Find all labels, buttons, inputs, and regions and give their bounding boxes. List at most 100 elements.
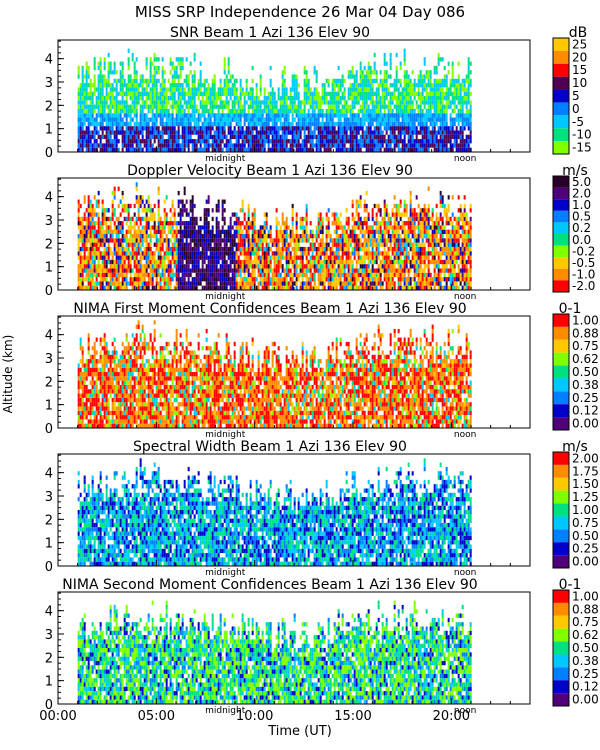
- colorbar-swatch: [553, 257, 569, 269]
- colorbar-unit: m/s: [562, 439, 588, 455]
- colorbar: 1.000.880.750.620.500.380.250.120.00: [552, 313, 599, 431]
- colorbar-frame: [552, 37, 570, 155]
- colorbar-label: 0.50: [572, 529, 599, 543]
- noon-marker: noon: [454, 292, 476, 302]
- y-tick-label: 1: [45, 537, 53, 552]
- colorbar-label: 0.62: [572, 352, 599, 366]
- y-tick-label: 3: [45, 628, 53, 643]
- colorbar-swatch: [553, 404, 569, 418]
- y-tick-label: 4: [45, 191, 53, 206]
- colorbar-swatch: [553, 555, 569, 568]
- colorbar-swatch: [553, 529, 569, 543]
- colorbar-label: 0.62: [572, 628, 599, 642]
- colorbar-label: 1.00: [572, 313, 599, 327]
- midnight-marker: midnight: [205, 568, 246, 578]
- colorbar-label: 1.00: [572, 589, 599, 603]
- y-tick-label: 3: [45, 490, 53, 505]
- colorbar-frame: [552, 451, 570, 569]
- colorbar-swatch: [553, 89, 569, 103]
- colorbar-swatch: [553, 187, 569, 200]
- colorbar: 5.02.01.00.50.20.0-0.2-0.5-1.0-2.0: [552, 175, 595, 293]
- colorbar-swatch: [553, 680, 569, 694]
- colorbar: 2.001.751.501.251.000.750.500.250.00: [552, 451, 599, 569]
- noon-marker: noon: [454, 568, 476, 578]
- colorbar-label: 0.0: [572, 233, 591, 247]
- colorbar-swatch: [553, 590, 569, 603]
- colorbar-label: 1.00: [572, 503, 599, 517]
- colorbar-label: 5: [572, 89, 580, 103]
- colorbar-swatch: [553, 615, 569, 629]
- colorbar-frame: [552, 175, 570, 293]
- panel-title: SNR Beam 1 Azi 136 Elev 90: [170, 25, 370, 41]
- colorbar-swatch: [553, 38, 569, 51]
- noon-marker: noon: [454, 706, 476, 716]
- colorbar-swatch: [553, 115, 569, 129]
- colorbar-label: -2.0: [572, 279, 595, 293]
- colorbar-label: 1.25: [572, 490, 599, 504]
- panel-title: Doppler Velocity Beam 1 Azi 136 Elev 90: [127, 163, 413, 179]
- colorbar-label: -5: [572, 115, 584, 129]
- panel-1: SNR Beam 1 Azi 136 Elev 90 dB 0 1 2 3 4 midnigh…: [45, 25, 592, 164]
- colorbar-label: 1.50: [572, 477, 599, 491]
- y-tick-label: 2: [45, 513, 53, 528]
- y-tick-label: 4: [45, 329, 53, 344]
- y-tick-label: 0: [45, 422, 53, 437]
- colorbar-label: 10: [572, 76, 587, 90]
- midnight-marker: midnight: [205, 430, 246, 440]
- y-tick-label: 3: [45, 214, 53, 229]
- colorbar-label: 0.50: [572, 365, 599, 379]
- x-tick-label: 20:00: [433, 709, 470, 724]
- y-tick-label: 2: [45, 651, 53, 666]
- colorbar-label: 1.0: [572, 198, 591, 212]
- colorbar-label: 0.75: [572, 339, 599, 353]
- colorbar-label: 0.2: [572, 221, 591, 235]
- panel-4: Spectral Width Beam 1 Azi 136 Elev 90 m/s…: [45, 439, 599, 578]
- y-tick-label: 1: [45, 123, 53, 138]
- y-tick-label: 0: [45, 146, 53, 161]
- colorbar-label: 5.0: [572, 175, 591, 189]
- colorbar-label: -0.5: [572, 256, 595, 270]
- colorbar-swatch: [553, 210, 569, 223]
- colorbar-swatch: [553, 268, 569, 281]
- colorbar-label: 0.00: [572, 693, 599, 707]
- heatmap-field: [77, 48, 472, 152]
- colorbar-swatch: [553, 542, 569, 556]
- panel-title: NIMA First Moment Confidences Beam 1 Azi…: [73, 301, 466, 317]
- colorbar-unit: m/s: [562, 163, 588, 179]
- colorbar-frame: [552, 313, 570, 431]
- heatmap-field: [77, 320, 472, 428]
- colorbar-label: 0.88: [572, 602, 599, 616]
- colorbar-swatch: [553, 391, 569, 405]
- colorbar-label: -0.2: [572, 244, 595, 258]
- colorbar-swatch: [553, 339, 569, 353]
- colorbar-swatch: [553, 102, 569, 116]
- colorbar-swatch: [553, 63, 569, 77]
- colorbar-swatch: [553, 128, 569, 142]
- colorbar-label: 0.38: [572, 378, 599, 392]
- colorbar-swatch: [553, 628, 569, 642]
- colorbar-swatch: [553, 378, 569, 392]
- colorbar-label: 0.12: [572, 680, 599, 694]
- colorbar-swatch: [553, 76, 569, 90]
- y-tick-label: 1: [45, 261, 53, 276]
- heatmap-field: [77, 458, 472, 566]
- colorbar-frame: [552, 589, 570, 707]
- colorbar-label: 2.0: [572, 186, 591, 200]
- colorbar-label: 0.50: [572, 641, 599, 655]
- y-tick-label: 2: [45, 237, 53, 252]
- y-tick-label: 3: [45, 76, 53, 91]
- y-tick-label: 4: [45, 605, 53, 620]
- colorbar-label: 2.00: [572, 451, 599, 465]
- y-tick-label: 0: [45, 284, 53, 299]
- colorbar-swatch: [553, 222, 569, 234]
- y-tick-label: 4: [45, 467, 53, 482]
- colorbar-label: 0.00: [572, 555, 599, 569]
- x-tick-label: 00:00: [39, 709, 76, 724]
- colorbar-swatch: [553, 365, 569, 379]
- colorbar-label: 0: [572, 102, 580, 116]
- colorbar-label: 0.38: [572, 654, 599, 668]
- colorbar-label: 0.12: [572, 404, 599, 418]
- heatmap-field: [77, 182, 472, 290]
- colorbar-swatch: [553, 452, 569, 465]
- y-tick-label: 4: [45, 53, 53, 68]
